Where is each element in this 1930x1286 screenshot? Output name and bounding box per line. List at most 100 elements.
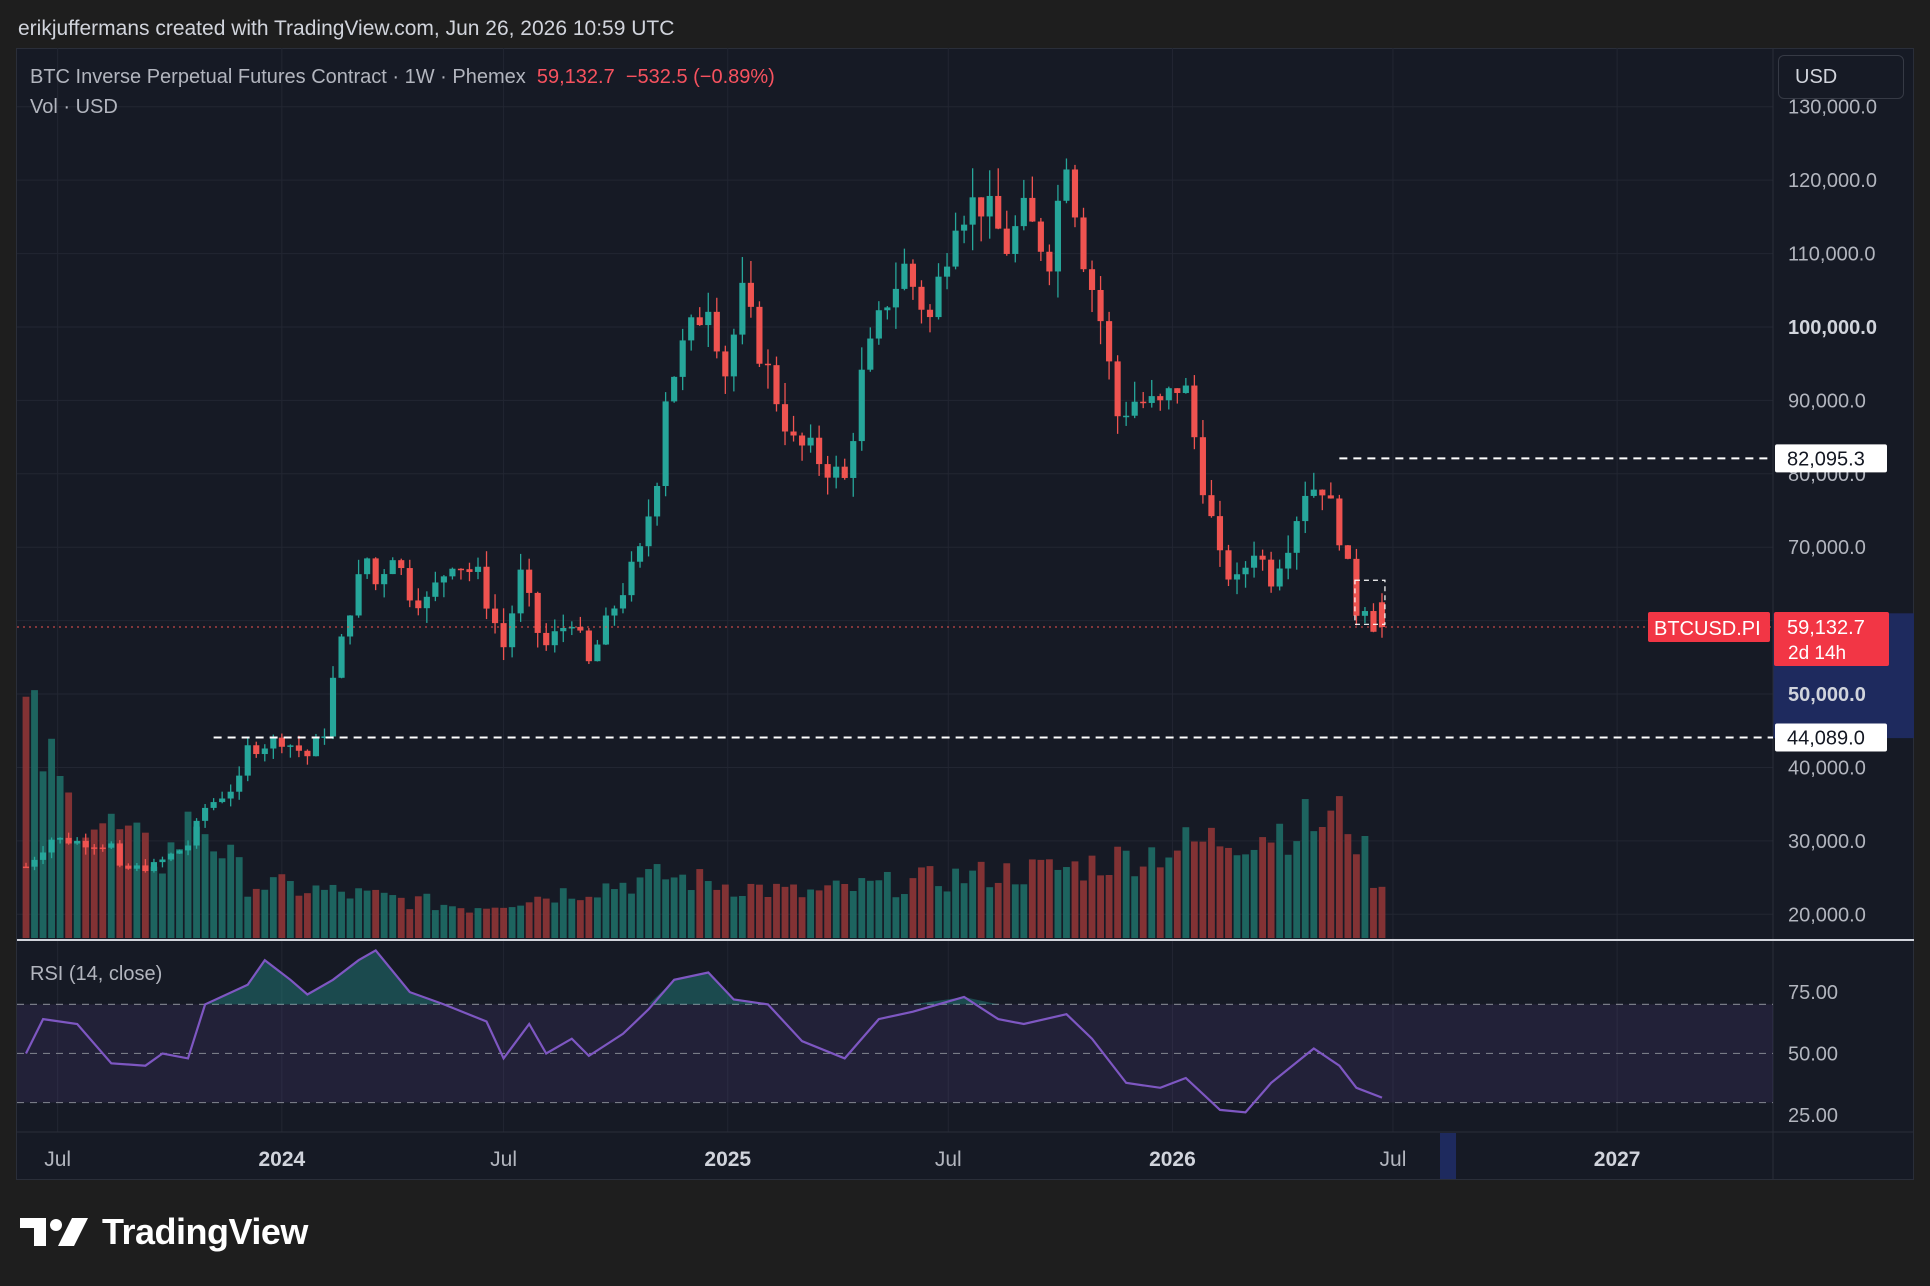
candle-body[interactable]	[1268, 559, 1275, 587]
candle-body[interactable]	[1071, 169, 1079, 218]
candle-body[interactable]	[278, 737, 285, 747]
candle-body[interactable]	[662, 401, 669, 486]
candle-body[interactable]	[679, 340, 686, 377]
candle-body[interactable]	[57, 837, 64, 840]
candle-body[interactable]	[295, 745, 302, 751]
candle-body[interactable]	[594, 644, 601, 662]
candle-body[interactable]	[909, 263, 917, 287]
candle-body[interactable]	[202, 807, 209, 821]
candle-body[interactable]	[82, 840, 89, 848]
candle-body[interactable]	[491, 608, 499, 624]
candle-body[interactable]	[500, 623, 507, 648]
candle-body[interactable]	[841, 466, 848, 478]
candle-body[interactable]	[1114, 361, 1121, 417]
candle-body[interactable]	[850, 441, 857, 478]
candle-body[interactable]	[1344, 545, 1351, 559]
candle-body[interactable]	[1208, 495, 1215, 517]
candle-body[interactable]	[1336, 498, 1343, 546]
volume-legend[interactable]: Vol · USD	[30, 96, 118, 118]
candle-body[interactable]	[1285, 552, 1292, 569]
candle-body[interactable]	[312, 736, 320, 757]
candle-body[interactable]	[509, 613, 516, 648]
candle-body[interactable]	[1097, 289, 1104, 322]
candle-body[interactable]	[577, 626, 584, 631]
candle-body[interactable]	[116, 843, 123, 866]
candle-body[interactable]	[756, 306, 763, 364]
candle-body[interactable]	[1148, 396, 1155, 403]
candle-body[interactable]	[722, 351, 729, 377]
candle-body[interactable]	[193, 820, 200, 846]
candle-body[interactable]	[943, 266, 951, 277]
candle-body[interactable]	[799, 435, 806, 446]
candle-body[interactable]	[705, 311, 712, 326]
candle-body[interactable]	[730, 334, 737, 377]
candle-body[interactable]	[969, 197, 976, 225]
candle-body[interactable]	[961, 224, 968, 231]
candle-body[interactable]	[48, 839, 55, 853]
candle-body[interactable]	[304, 750, 311, 757]
candle-body[interactable]	[1276, 568, 1283, 587]
candle-body[interactable]	[270, 737, 277, 749]
candle-body[interactable]	[585, 630, 592, 662]
candle-body[interactable]	[440, 576, 447, 583]
candle-body[interactable]	[1293, 521, 1300, 553]
candle-body[interactable]	[91, 847, 98, 849]
candle-body[interactable]	[781, 404, 789, 432]
candle-body[interactable]	[517, 569, 524, 614]
tradingview-brand[interactable]: TradingView	[20, 1211, 308, 1252]
candle-body[interactable]	[534, 592, 541, 633]
candle-body[interactable]	[892, 288, 899, 308]
candle-body[interactable]	[1054, 200, 1061, 272]
candle-body[interactable]	[995, 195, 1002, 229]
candle-body[interactable]	[1191, 385, 1198, 438]
candle-body[interactable]	[1088, 269, 1096, 290]
candle-body[interactable]	[901, 263, 908, 289]
candle-body[interactable]	[466, 569, 473, 572]
candle-body[interactable]	[654, 485, 661, 517]
candle-body[interactable]	[1140, 401, 1147, 404]
candle-body[interactable]	[824, 464, 831, 478]
candle-body[interactable]	[773, 365, 780, 405]
candle-body[interactable]	[1216, 516, 1224, 551]
candle-body[interactable]	[253, 745, 260, 755]
candle-body[interactable]	[423, 596, 430, 609]
candle-body[interactable]	[696, 317, 703, 326]
candle-body[interactable]	[688, 317, 695, 341]
candle-body[interactable]	[526, 569, 533, 593]
candle-body[interactable]	[1174, 388, 1181, 394]
candle-body[interactable]	[747, 282, 754, 307]
candle-body[interactable]	[287, 745, 294, 747]
candle-body[interactable]	[1020, 197, 1027, 227]
candle-body[interactable]	[1361, 611, 1369, 616]
symbol-legend[interactable]: BTC Inverse Perpetual Futures Contract ·…	[30, 66, 775, 89]
candle-body[interactable]	[1233, 574, 1241, 580]
candle-body[interactable]	[636, 546, 644, 562]
candle-body[interactable]	[551, 631, 558, 646]
candle-body[interactable]	[261, 748, 268, 755]
candle-body[interactable]	[628, 561, 635, 596]
candle-body[interactable]	[935, 276, 942, 318]
candle-body[interactable]	[65, 837, 72, 844]
candle-body[interactable]	[150, 862, 157, 872]
candle-body[interactable]	[875, 310, 882, 339]
candle-body[interactable]	[398, 560, 405, 569]
candle-body[interactable]	[381, 574, 388, 585]
candle-body[interactable]	[321, 736, 328, 738]
candle-body[interactable]	[560, 627, 567, 632]
candle-body[interactable]	[884, 307, 891, 311]
candle-body[interactable]	[1310, 489, 1317, 496]
candle-body[interactable]	[1123, 415, 1130, 418]
candle-body[interactable]	[364, 558, 371, 575]
candle-body[interactable]	[1302, 495, 1309, 522]
candle-body[interactable]	[807, 437, 814, 446]
candle-body[interactable]	[713, 311, 720, 352]
candle-body[interactable]	[858, 369, 865, 442]
candle-body[interactable]	[449, 568, 456, 577]
candle-body[interactable]	[1378, 602, 1386, 628]
candle-body[interactable]	[568, 626, 575, 629]
candle-body[interactable]	[108, 843, 115, 848]
candle-body[interactable]	[645, 516, 652, 547]
candle-body[interactable]	[1165, 388, 1172, 401]
candle-body[interactable]	[184, 845, 192, 851]
